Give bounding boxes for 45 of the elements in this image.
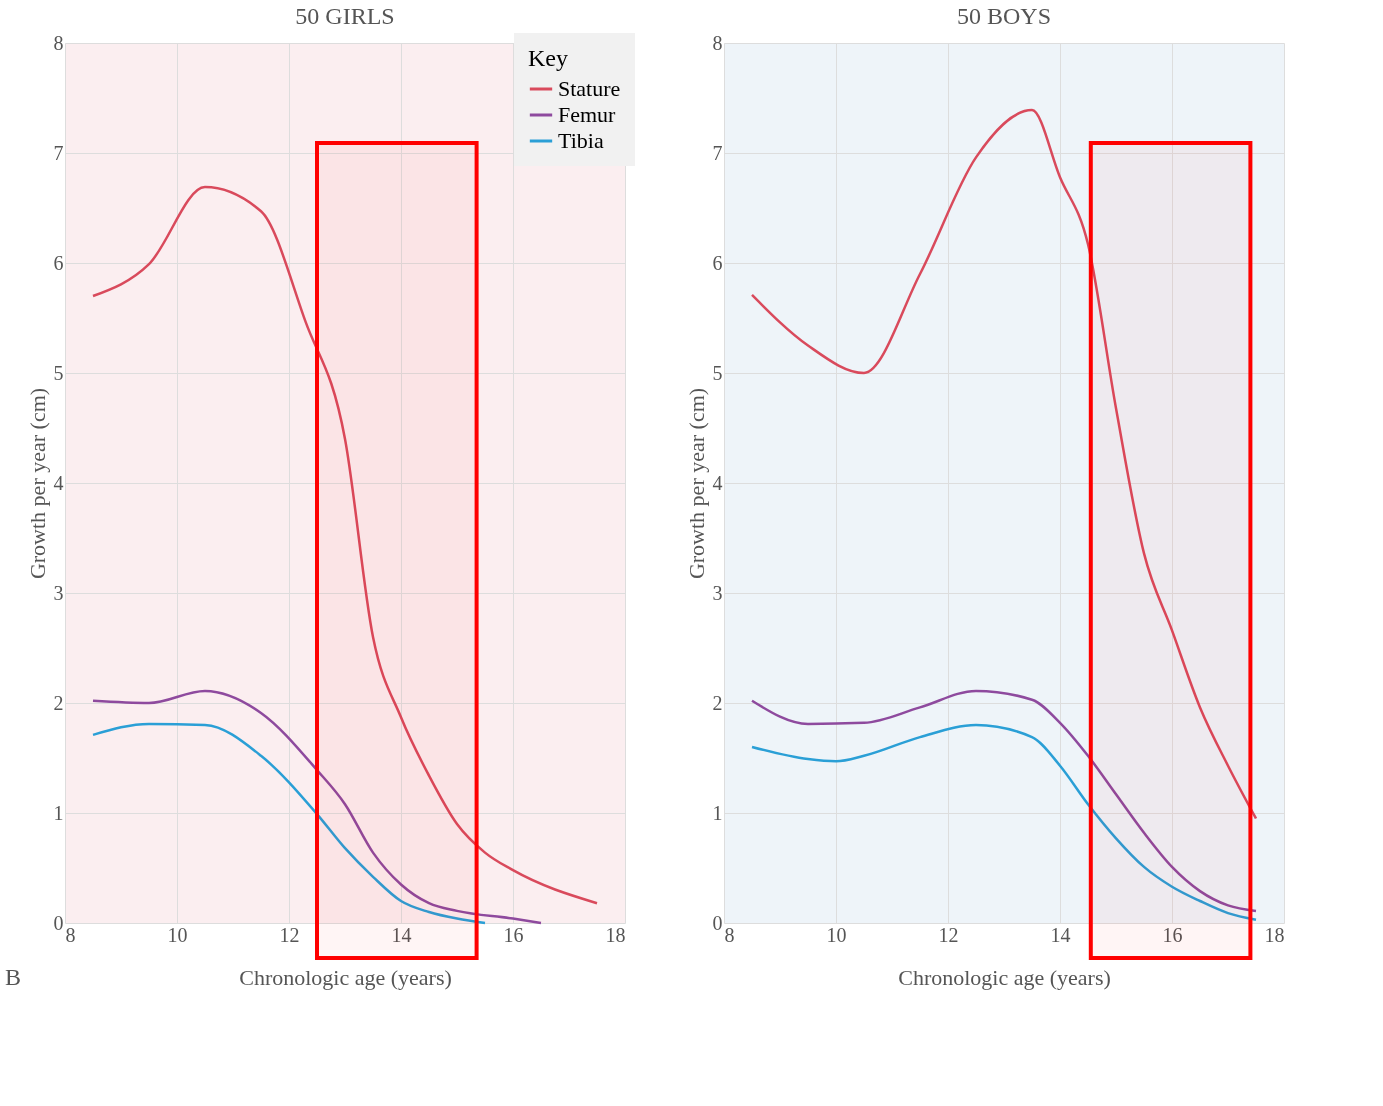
y-tick-label: 5	[712, 361, 723, 384]
x-tick-label: 10	[826, 923, 847, 946]
line-series	[750, 689, 1258, 913]
y-axis-title: Growth per year (cm)	[24, 387, 50, 580]
x-tick-label: 10	[167, 923, 188, 946]
y-tick-label: 5	[53, 361, 64, 384]
y-tick-label: 8	[712, 31, 723, 54]
y-tick-label: 7	[53, 141, 64, 164]
x-tick-label: 16	[503, 923, 524, 946]
y-tick-label: 2	[712, 691, 723, 714]
legend-title: Key	[528, 45, 568, 71]
y-tick-label: 3	[53, 581, 64, 604]
legend-label: Femur	[558, 102, 617, 127]
legend-label: Tibia	[558, 128, 604, 153]
line-series	[91, 689, 543, 925]
y-tick-label: 2	[53, 691, 64, 714]
y-tick-label: 4	[712, 471, 723, 494]
chart-title: 50 GIRLS	[295, 3, 395, 29]
y-tick-label: 7	[712, 141, 723, 164]
x-tick-label: 12	[938, 923, 959, 946]
y-axis-title: Growth per year (cm)	[683, 387, 709, 580]
y-tick-label: 4	[53, 471, 64, 494]
y-tick-label: 6	[53, 251, 64, 274]
y-tick-label: 0	[712, 911, 723, 934]
chart-title: 50 BOYS	[956, 3, 1052, 29]
y-tick-label: 6	[712, 251, 723, 274]
x-tick-label: 18	[1264, 923, 1285, 946]
y-tick-label: 0	[53, 911, 64, 934]
x-axis-title: Chronologic age (years)	[898, 964, 1111, 990]
x-tick-label: 14	[1050, 923, 1071, 946]
x-tick-label: 18	[605, 923, 626, 946]
line-series	[91, 185, 599, 905]
x-axis-title: Chronologic age (years)	[239, 964, 452, 990]
text: B	[5, 964, 22, 990]
line-series	[91, 722, 487, 925]
y-tick-label: 8	[53, 31, 64, 54]
x-tick-label: 12	[279, 923, 300, 946]
x-tick-label: 16	[1162, 923, 1183, 946]
legend-label: Stature	[558, 76, 621, 101]
y-tick-label: 1	[712, 801, 723, 824]
y-tick-label: 1	[53, 801, 64, 824]
line-series	[750, 108, 1258, 820]
y-tick-label: 3	[712, 581, 723, 604]
line-series	[750, 723, 1258, 921]
x-tick-label: 14	[391, 923, 412, 946]
